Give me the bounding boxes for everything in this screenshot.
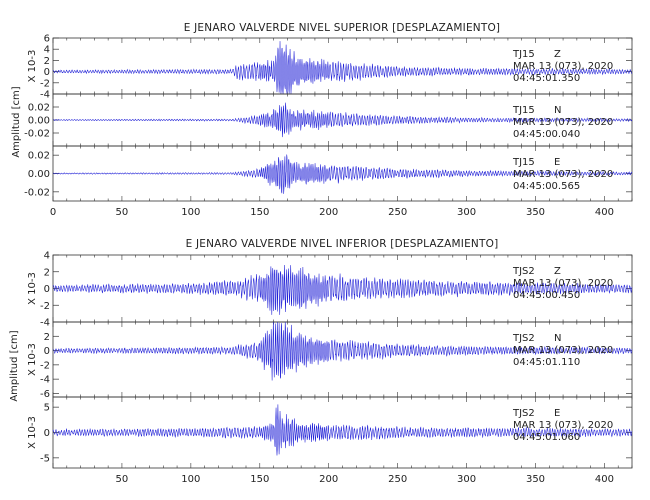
chart-upper: E JENARO VALVERDE NIVEL SUPERIOR [DESPLA… (11, 22, 633, 218)
chart-lower: E JENARO VALVERDE NIVEL INFERIOR [DESPLA… (9, 238, 633, 485)
x-tick-label: 400 (595, 474, 614, 485)
y-tick-label: -4 (40, 90, 50, 101)
y-tick-label: 2 (44, 267, 50, 278)
record-date: MAR 13 (073), 2020 (513, 420, 613, 431)
component-code: N (554, 105, 561, 116)
y-tick-label: 6 (44, 34, 50, 45)
chart-upper-x-axis: 0 50 100 150 200 250 300 350 400 (50, 207, 614, 218)
component-code: Z (554, 266, 561, 277)
y-tick-label: 4 (44, 45, 50, 56)
record-date: MAR 13 (073), 2020 (513, 117, 613, 128)
y-tick-label: 0 (44, 284, 50, 295)
station-code: TJS2 (512, 266, 535, 277)
y-tick-label: -2 (40, 301, 50, 312)
y-tick-label: -5 (40, 453, 50, 464)
record-date: MAR 13 (073), 2020 (513, 345, 613, 356)
record-time: 04:45:00.040 (513, 129, 580, 140)
chart-lower-title: E JENARO VALVERDE NIVEL INFERIOR [DESPLA… (186, 238, 499, 250)
y-tick-label: -0.02 (24, 187, 50, 198)
y-tick-label: -2 (40, 360, 50, 371)
station-code: TJ15 (512, 157, 535, 168)
y-tick-label: -6 (40, 389, 50, 400)
x-tick-label: 200 (319, 207, 338, 218)
component-code: E (554, 157, 560, 168)
x-tick-label: 100 (181, 474, 200, 485)
x-tick-label: 250 (388, 207, 407, 218)
y-tick-label: 0 (44, 346, 50, 357)
x-tick-label: 50 (116, 207, 129, 218)
y-tick-label: 5 (44, 403, 50, 414)
x-tick-label: 350 (526, 474, 545, 485)
y-tick-label: 0 (44, 67, 50, 78)
y-tick-label: 4 (44, 251, 50, 262)
component-code: N (554, 333, 561, 344)
waveform-line (52, 264, 633, 315)
scale-label: X 10-3 (27, 343, 38, 376)
y-tick-label: -4 (40, 318, 50, 329)
waveform-line (52, 321, 633, 381)
x-tick-label: 350 (526, 207, 545, 218)
x-tick-label: 150 (250, 474, 269, 485)
record-date: MAR 13 (073), 2020 (513, 61, 613, 72)
y-tick-label: -0.02 (24, 129, 50, 140)
x-tick-label: 150 (250, 207, 269, 218)
y-tick-label: 2 (44, 332, 50, 343)
y-tick-label: 2 (44, 56, 50, 67)
x-tick-label: 300 (457, 474, 476, 485)
chart-lower-ylabel: Amplitud [cm] (9, 330, 20, 401)
waveform-line (52, 41, 633, 95)
station-code: TJS2 (512, 408, 535, 419)
waveform-line (52, 102, 633, 138)
chart-lower-x-axis: 50 100 150 200 250 300 350 400 (116, 474, 614, 485)
station-code: TJ15 (512, 49, 535, 60)
y-tick-label: 0.00 (28, 116, 50, 127)
y-tick-label: 0.02 (28, 151, 50, 162)
record-date: MAR 13 (073), 2020 (513, 169, 613, 180)
y-tick-label: -4 (40, 375, 50, 386)
record-time: 04:45:01.110 (513, 357, 580, 368)
record-time: 04:45:00.565 (513, 181, 580, 192)
x-tick-label: 50 (116, 474, 129, 485)
x-tick-label: 400 (595, 207, 614, 218)
y-tick-label: -2 (40, 78, 50, 89)
y-tick-label: 0.00 (28, 169, 50, 180)
component-code: Z (554, 49, 561, 60)
waveform-line (52, 154, 633, 194)
waveform-line (52, 404, 633, 456)
station-code: TJ15 (512, 105, 535, 116)
chart-upper-ylabel: Amplitud [cm] (11, 86, 22, 157)
record-time: 04:45:01.350 (513, 73, 580, 84)
record-date: MAR 13 (073), 2020 (513, 278, 613, 289)
scale-label: X 10-3 (27, 50, 38, 83)
record-time: 04:45:00.450 (513, 290, 580, 301)
station-code: TJS2 (512, 333, 535, 344)
x-tick-label: 300 (457, 207, 476, 218)
y-tick-label: 0 (44, 428, 50, 439)
x-tick-label: 250 (388, 474, 407, 485)
chart-upper-title: E JENARO VALVERDE NIVEL SUPERIOR [DESPLA… (184, 22, 500, 34)
x-tick-label: 100 (181, 207, 200, 218)
x-tick-label: 200 (319, 474, 338, 485)
record-time: 04:45:01.060 (513, 432, 580, 443)
x-tick-label: 0 (50, 207, 56, 218)
y-tick-label: 0.02 (28, 103, 50, 114)
scale-label: X 10-3 (27, 416, 38, 449)
scale-label: X 10-3 (27, 272, 38, 305)
component-code: E (554, 408, 560, 419)
